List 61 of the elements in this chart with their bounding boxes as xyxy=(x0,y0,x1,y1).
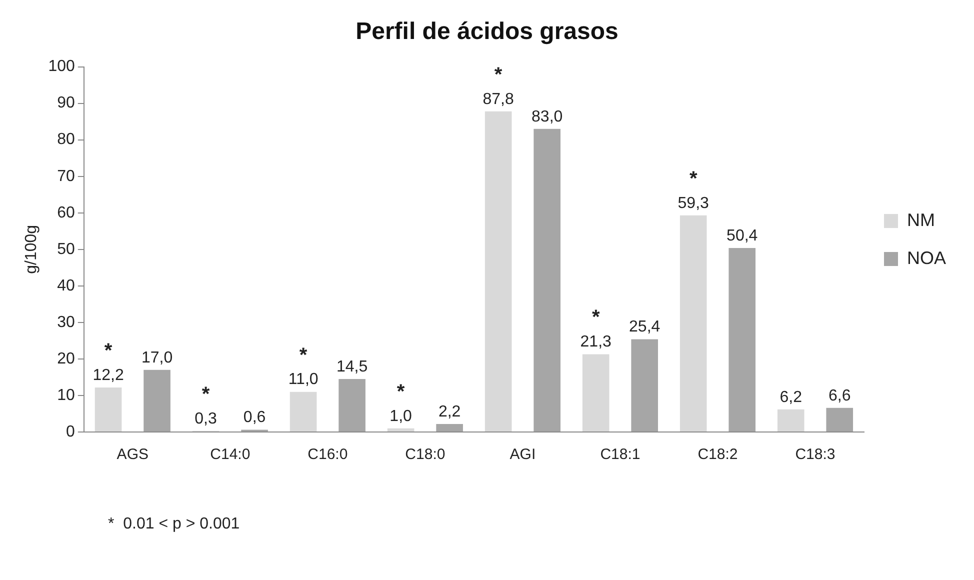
bar xyxy=(436,424,463,432)
bar xyxy=(777,409,804,432)
y-axis-title: g/100g xyxy=(23,224,40,274)
legend-label: NOA xyxy=(906,248,946,268)
y-tick-label: 10 xyxy=(57,386,75,404)
data-label: 1,0 xyxy=(390,408,412,425)
bar xyxy=(290,392,317,432)
bar xyxy=(338,379,366,432)
y-tick-label: 30 xyxy=(57,314,75,331)
x-tick-label: AGS xyxy=(116,446,148,464)
data-label: 6,6 xyxy=(828,387,851,404)
bar xyxy=(144,370,170,432)
data-label: 14,5 xyxy=(336,358,368,376)
bar xyxy=(728,248,756,432)
x-tick-label: C16:0 xyxy=(308,446,348,464)
data-label: 87,8 xyxy=(482,90,514,108)
bar xyxy=(826,408,854,432)
data-label: 2,2 xyxy=(438,403,461,420)
data-label: 83,0 xyxy=(532,108,563,126)
bar xyxy=(631,339,658,432)
bar xyxy=(534,128,560,432)
y-tick-label: 0 xyxy=(66,423,75,440)
x-tick-label: C18:3 xyxy=(795,446,836,464)
y-tick-label: 20 xyxy=(57,350,75,368)
annotation: * xyxy=(689,168,698,190)
annotation: * xyxy=(592,306,600,329)
data-label: 25,4 xyxy=(629,318,660,336)
data-label: 12,2 xyxy=(92,366,124,384)
bar xyxy=(387,428,414,432)
data-label: 21,3 xyxy=(580,334,612,351)
chart-title: Perfil de ácidos grasos xyxy=(356,18,618,46)
x-tick-label: AGI xyxy=(510,446,536,464)
annotation: * xyxy=(299,344,308,366)
y-tick-label: 100 xyxy=(48,58,75,76)
annotation: * xyxy=(494,64,502,86)
data-label: 17,0 xyxy=(141,349,173,366)
data-label: 59,3 xyxy=(678,194,710,212)
y-tick-label: 60 xyxy=(57,204,75,222)
y-tick-label: 80 xyxy=(57,131,75,148)
x-tick-label: C18:2 xyxy=(698,446,738,464)
annotation: * xyxy=(396,380,405,403)
x-tick-label: C14:0 xyxy=(210,446,250,464)
data-label: 0,3 xyxy=(194,410,218,428)
x-tick-label: C18:1 xyxy=(600,446,640,464)
data-label: 50,4 xyxy=(726,227,758,244)
bar xyxy=(484,111,512,432)
legend-label: NM xyxy=(906,210,935,230)
text: * 0.01 < p > 0.001 xyxy=(108,515,240,532)
data-label: 11,0 xyxy=(288,371,318,388)
bar xyxy=(582,354,610,432)
annotation: * xyxy=(202,383,210,406)
y-tick-label: 90 xyxy=(57,94,75,112)
bar xyxy=(680,215,707,432)
annotation: * xyxy=(104,340,112,362)
data-label: 0,6 xyxy=(243,409,266,426)
y-tick-label: 50 xyxy=(57,240,75,258)
y-tick-label: 70 xyxy=(57,168,75,185)
y-tick-label: 40 xyxy=(57,277,75,294)
data-label: 6,2 xyxy=(780,388,802,406)
x-tick-label: C18:0 xyxy=(405,446,446,464)
bar xyxy=(94,387,122,432)
